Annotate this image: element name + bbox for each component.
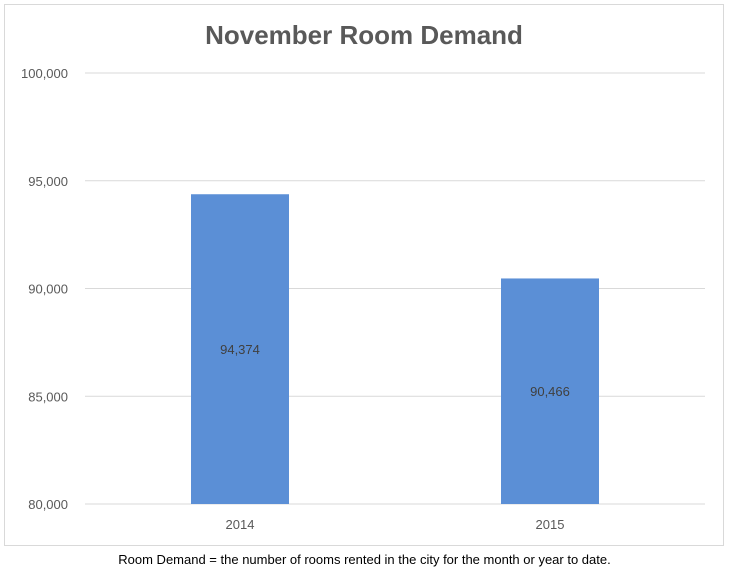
- x-axis-ticks: 2014 2015: [226, 517, 565, 532]
- chart-frame: [4, 4, 724, 546]
- data-label: 90,466: [530, 384, 570, 399]
- y-tick-label: 80,000: [28, 497, 68, 512]
- x-tick-label: 2014: [226, 517, 255, 532]
- y-tick-label: 85,000: [28, 389, 68, 404]
- data-labels: 94,374 90,466: [220, 342, 570, 399]
- y-tick-label: 95,000: [28, 174, 68, 189]
- y-tick-label: 100,000: [21, 66, 68, 81]
- bar-2014: [191, 194, 289, 504]
- chart-caption: Room Demand = the number of rooms rented…: [118, 552, 611, 567]
- data-label: 94,374: [220, 342, 260, 357]
- bar-2015: [501, 278, 599, 504]
- y-axis-ticks: 80,000 85,000 90,000 95,000 100,000: [21, 66, 68, 512]
- gridlines: [85, 72, 705, 505]
- chart-title: November Room Demand: [205, 20, 523, 50]
- y-tick-label: 90,000: [28, 282, 68, 297]
- x-tick-label: 2015: [536, 517, 565, 532]
- bars: [191, 194, 599, 504]
